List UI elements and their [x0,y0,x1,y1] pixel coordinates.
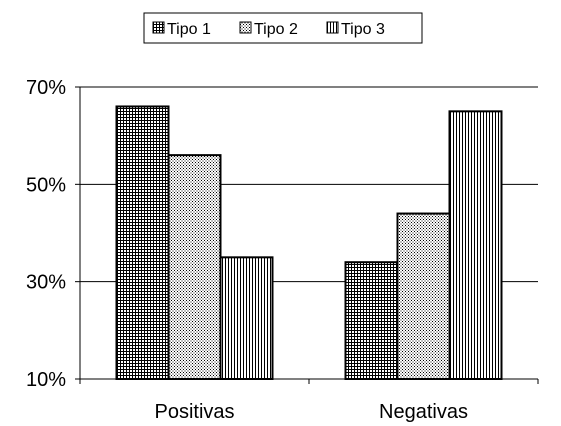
bar-tipo-3-negativas [448,110,503,380]
legend-swatch [326,21,339,34]
y-tick-label: 50% [26,174,66,196]
x-tick-label: Positivas [154,401,234,423]
x-tick-label: Negativas [379,401,468,423]
y-tick-label: 30% [26,272,66,294]
legend-label: Tipo 2 [254,21,298,38]
y-tick-label: 70% [26,77,66,99]
legend-swatch [239,21,252,34]
bars [115,105,503,381]
legend-label: Tipo 1 [167,21,211,38]
legend-label: Tipo 3 [341,21,385,38]
legend-swatch [152,21,165,34]
legend: Tipo 1 Tipo 2 Tipo 3 [143,12,423,44]
y-tick-label: 10% [26,369,66,391]
axes [79,87,539,384]
bar-tipo-1-positivas [115,105,170,380]
bar-tipo-2-negativas [396,212,451,380]
bar-tipo-1-negativas [344,261,399,381]
bar-tipo-2-positivas [167,154,222,380]
tick-labels: 10% 30% 50% 70% Positivas Negativas [26,77,468,423]
legend-box [143,12,423,44]
bar-tipo-3-positivas [219,256,274,381]
